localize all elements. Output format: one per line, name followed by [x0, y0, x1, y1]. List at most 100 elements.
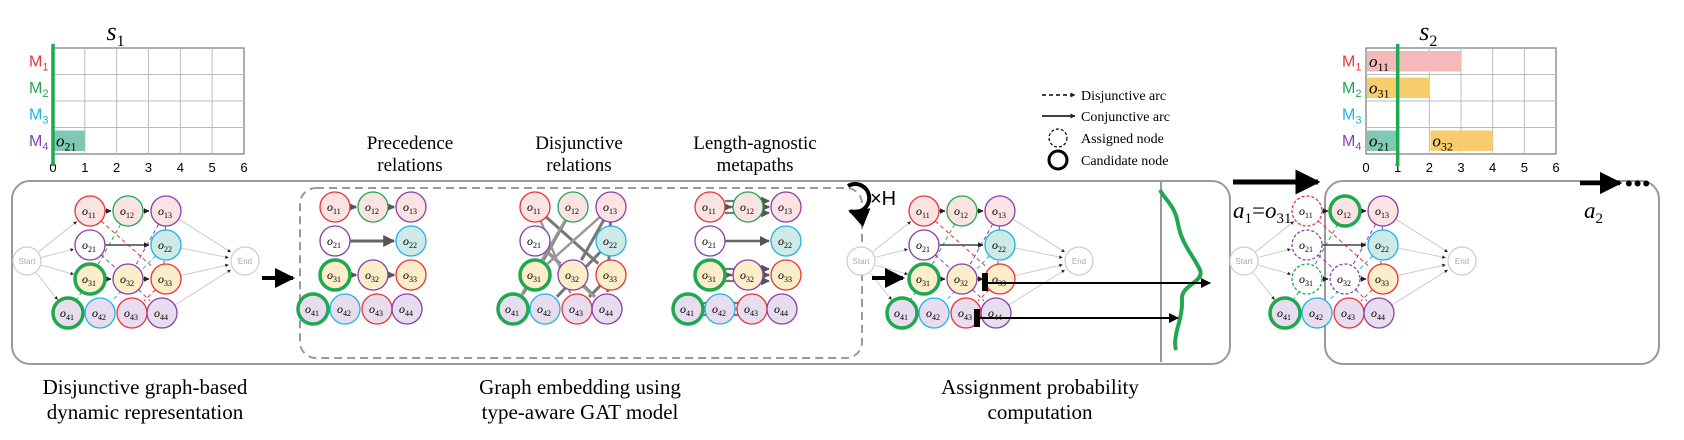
disjunctive-edge: [934, 220, 988, 269]
op-node-label: o42: [337, 302, 351, 318]
caption-graph-embedding: Graph embedding using type-aware GAT mod…: [430, 375, 730, 425]
header-metapaths-line2: metapaths: [716, 155, 794, 176]
header-disjunctive-line2: relations: [546, 155, 612, 176]
header-precedence-line1: Precedence: [366, 133, 454, 154]
op-node-label: o44: [1371, 306, 1385, 322]
op-node-label: o22: [1375, 238, 1389, 254]
disjunctive-edge: [100, 254, 116, 269]
gantt-bar: [54, 130, 85, 151]
op-node-o13: [1367, 195, 1399, 227]
main-pipeline-panel: [11, 180, 1231, 365]
op-node-label: o11: [702, 200, 716, 216]
graph-edge: [180, 247, 229, 259]
disjunctive-edge: [1317, 220, 1371, 269]
op-node-o42: [704, 293, 736, 325]
disjunctive-relation-edge: [546, 216, 601, 265]
op-node-o44: [591, 293, 623, 325]
start-node: [12, 246, 42, 276]
start-node-label: Start: [853, 257, 871, 266]
action-a1-label: a1=o31: [1233, 198, 1291, 227]
op-node-o41: [1268, 296, 1302, 330]
op-node-o31: [1291, 263, 1323, 295]
op-node-label: o32: [954, 272, 968, 288]
start-node: [846, 246, 876, 276]
start-node: [1229, 246, 1259, 276]
next-state-panel: [1324, 180, 1660, 365]
op-node-o21: [1291, 229, 1323, 261]
caption-representation: Disjunctive graph-based dynamic represen…: [0, 375, 290, 425]
end-node-label: End: [1072, 257, 1086, 266]
op-node-label: o33: [778, 268, 792, 284]
probability-curve: [974, 182, 1211, 362]
op-node-o42: [329, 293, 361, 325]
header-precedence: Precedence relations: [340, 133, 480, 177]
gantt-tick-label: 4: [1489, 160, 1496, 175]
gantt-bar: [1430, 130, 1493, 151]
op-node-label: o33: [603, 268, 617, 284]
disjunctive-edge: [100, 220, 154, 269]
op-node-o12: [112, 195, 144, 227]
op-node-o13: [770, 191, 802, 223]
op-node-label: o13: [1375, 204, 1389, 220]
graph-edge: [1258, 248, 1291, 258]
gantt-machine-label: M2: [29, 80, 48, 100]
op-node-label: o12: [954, 204, 968, 220]
disjunctive-graph-state: Start End o11 o12 o13 o21 o22 o31 o32 o33 o41 o42 o4…: [12, 195, 260, 330]
op-node-o12: [1328, 194, 1362, 228]
caption-representation-line1: Disjunctive graph-based: [42, 375, 248, 399]
op-node-o44: [1363, 297, 1395, 329]
op-node-label: o32: [120, 272, 134, 288]
op-node-o44: [980, 297, 1012, 329]
op-node-o32: [357, 259, 389, 291]
op-node-label: o43: [958, 306, 972, 322]
gantt-bar-label: o32: [1432, 132, 1453, 154]
op-node-label: o31: [327, 268, 341, 284]
op-node-o44: [766, 293, 798, 325]
graph-edge: [35, 272, 58, 300]
disjunctive-edge: [934, 254, 950, 269]
op-node-label: o11: [527, 200, 541, 216]
op-node-label: o43: [744, 302, 758, 318]
op-node-label: o21: [702, 234, 716, 250]
op-node-o22: [595, 225, 627, 257]
disjunctive-relation-edge: [579, 219, 605, 261]
op-node-o42: [1301, 297, 1333, 329]
op-node-label: o41: [680, 302, 694, 318]
gantt-bar: [1367, 130, 1398, 151]
op-node-o22: [984, 229, 1016, 261]
op-node-label: o32: [365, 268, 379, 284]
gantt-tick-label: 4: [177, 160, 184, 175]
op-node-o42: [529, 293, 561, 325]
op-node-o21: [319, 225, 351, 257]
op-node-label: o41: [60, 306, 74, 322]
op-node-o12: [357, 191, 389, 223]
graph-edge: [875, 264, 908, 276]
op-node-label: o13: [158, 204, 172, 220]
end-node-label: End: [1455, 257, 1469, 266]
op-node-label: o12: [565, 200, 579, 216]
gantt-tick-label: 6: [240, 160, 247, 175]
gantt-bar-label: o11: [1369, 52, 1389, 74]
op-node-o22: [770, 225, 802, 257]
op-node-label: o42: [926, 306, 940, 322]
caption-graph-embedding-line1: Graph embedding using: [479, 375, 681, 399]
gat-dashed-panel: [299, 187, 863, 359]
op-node-label: o31: [702, 268, 716, 284]
disjunctive-edge: [1314, 223, 1339, 265]
op-node-o41: [496, 292, 530, 326]
legend: Disjunctive arc Conjunctive arc Assigned…: [1042, 89, 1170, 171]
op-node-label: o42: [537, 302, 551, 318]
legend-disjunctive-label: Disjunctive arc: [1081, 89, 1166, 104]
gantt-chart-s2: s2 o11 o31 o21 o32 M1 M2 M3 M40 1 2 3 4 5 6: [1342, 17, 1560, 175]
caption-graph-embedding-line2: type-aware GAT model: [481, 400, 679, 424]
op-node-o13: [595, 191, 627, 223]
graph-edge: [875, 248, 908, 258]
graph-edge: [1397, 247, 1446, 259]
graph-edge: [174, 269, 231, 306]
gantt-tick-label: 0: [49, 160, 56, 175]
metapath-relations-graph: o11 o12 o13 o21 o22 o31 o32 o33 o41 o42 o43 o44: [671, 191, 802, 326]
op-node-label: o33: [403, 268, 417, 284]
graph-edge: [38, 221, 77, 253]
op-node-label: o42: [92, 306, 106, 322]
disjunctive-edge: [1355, 289, 1368, 302]
